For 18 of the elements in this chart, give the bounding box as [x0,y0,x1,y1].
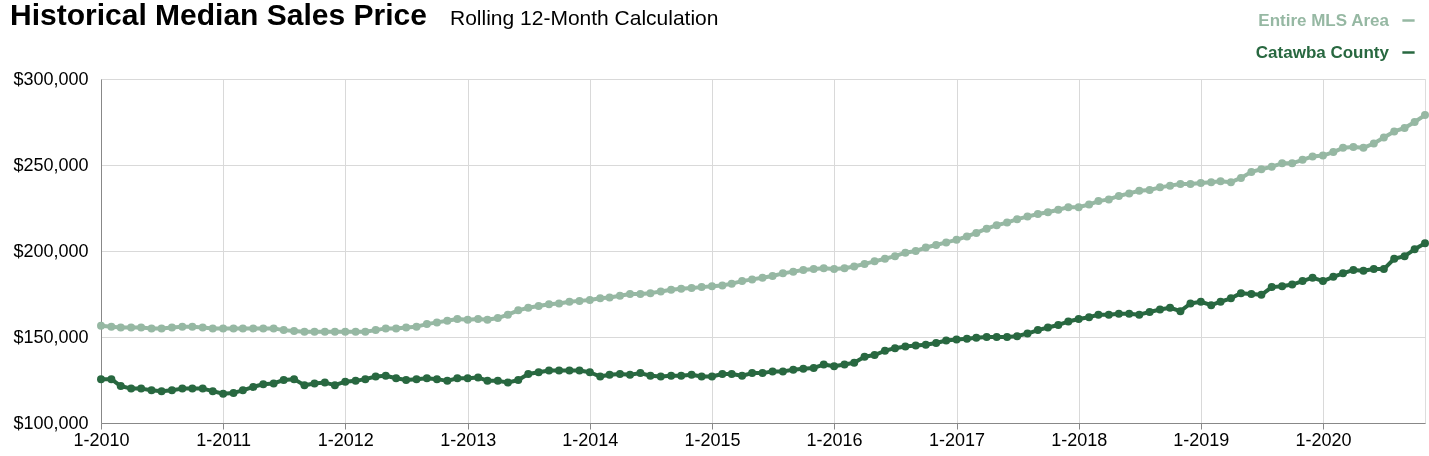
x-tick-label: 1-2020 [1295,429,1352,450]
x-tick-label: 1-2012 [317,429,374,450]
y-tick-label: $300,000 [13,68,89,89]
x-tick-label: 1-2011 [196,429,251,450]
legend-label: Catawba County [1255,42,1390,62]
x-tick-label: 1-2015 [684,429,741,450]
chart-title: Historical Median Sales Price [10,0,427,31]
x-tick-label: 1-2017 [929,429,986,450]
x-tick-label: 1-2019 [1173,429,1230,450]
chart-subtitle: Rolling 12-Month Calculation [450,6,719,29]
x-tick-label: 1-2013 [440,429,497,450]
y-tick-label: $150,000 [13,326,89,347]
x-tick-label: 1-2018 [1051,429,1108,450]
y-tick-label: $200,000 [13,240,89,261]
x-tick-label: 1-2014 [562,429,619,450]
x-tick-label: 1-2016 [806,429,863,450]
y-tick-label: $250,000 [13,154,89,175]
legend-label: Entire MLS Area [1258,10,1390,30]
